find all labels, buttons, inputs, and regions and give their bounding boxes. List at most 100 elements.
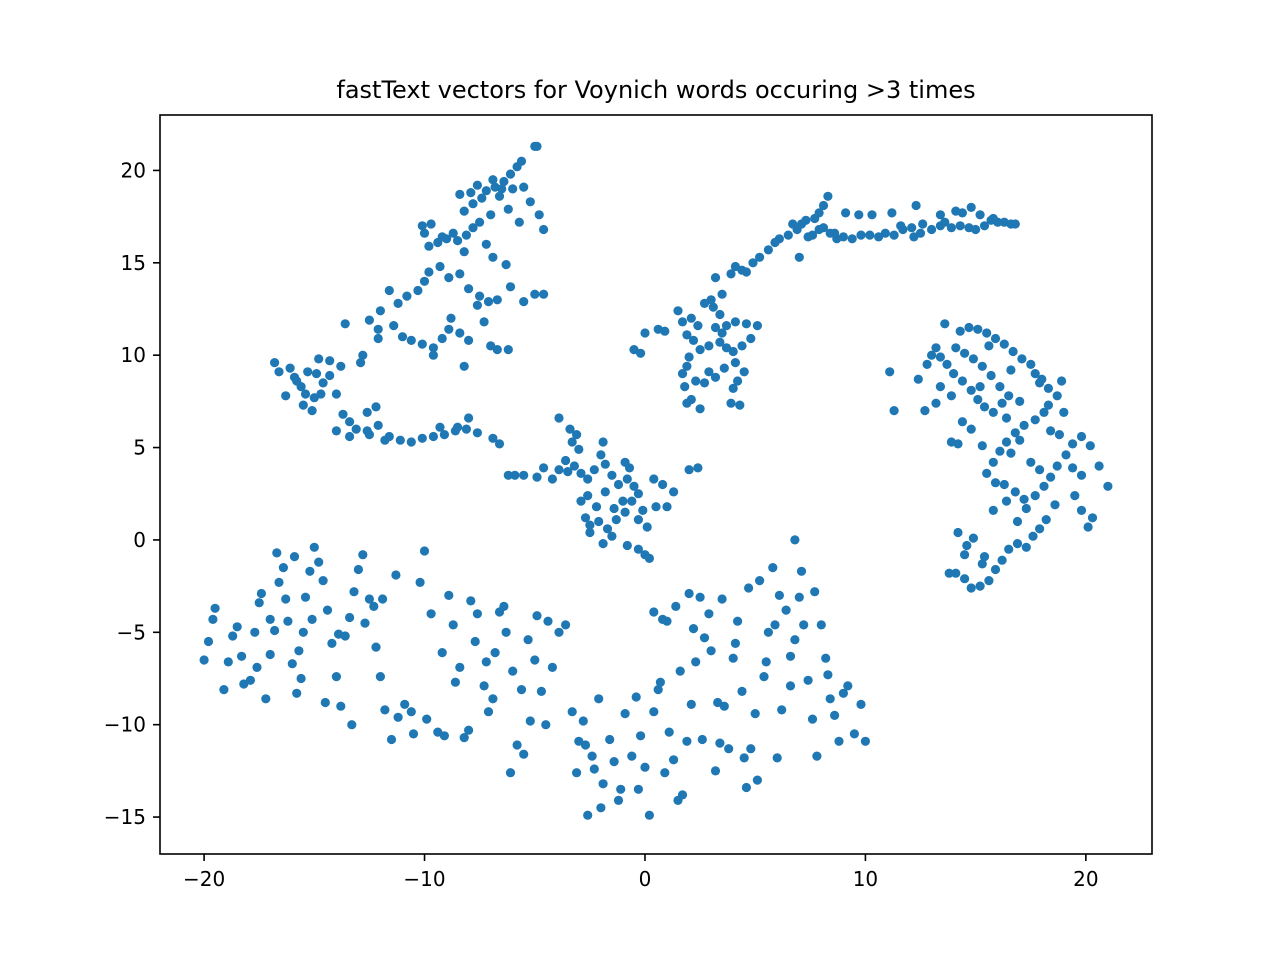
data-point bbox=[525, 197, 535, 207]
data-point bbox=[1010, 428, 1020, 438]
data-point bbox=[378, 594, 388, 604]
data-point bbox=[682, 736, 692, 746]
data-point bbox=[977, 361, 987, 371]
data-point bbox=[534, 210, 544, 220]
data-point bbox=[746, 744, 756, 754]
data-point bbox=[966, 424, 976, 434]
data-point bbox=[459, 361, 469, 371]
data-point bbox=[481, 657, 491, 667]
data-point bbox=[459, 247, 469, 257]
data-point bbox=[940, 217, 950, 227]
data-point bbox=[514, 217, 524, 227]
data-point bbox=[602, 524, 613, 534]
data-point bbox=[622, 540, 632, 551]
data-point bbox=[966, 202, 976, 212]
data-point bbox=[472, 609, 482, 619]
data-point bbox=[261, 694, 271, 704]
data-point bbox=[583, 474, 593, 484]
data-point bbox=[1057, 376, 1067, 386]
data-point bbox=[543, 616, 553, 626]
data-point bbox=[439, 731, 449, 741]
data-point bbox=[783, 230, 793, 240]
data-point bbox=[1004, 544, 1014, 554]
data-point bbox=[203, 636, 214, 647]
data-point bbox=[596, 803, 606, 813]
data-point bbox=[237, 651, 247, 661]
data-point bbox=[1010, 487, 1020, 497]
data-point bbox=[331, 672, 341, 682]
data-point bbox=[210, 603, 220, 613]
data-point bbox=[759, 672, 769, 682]
data-point bbox=[885, 367, 895, 377]
data-point bbox=[686, 313, 696, 323]
data-point bbox=[1083, 522, 1093, 532]
data-point bbox=[957, 376, 968, 386]
data-point bbox=[611, 515, 621, 525]
data-point bbox=[860, 736, 871, 746]
data-point bbox=[303, 367, 313, 377]
data-point bbox=[591, 502, 602, 512]
data-point bbox=[554, 465, 564, 475]
data-point bbox=[472, 300, 482, 310]
data-point bbox=[497, 184, 507, 194]
data-point bbox=[589, 465, 599, 475]
data-point bbox=[364, 594, 374, 604]
data-point bbox=[488, 694, 498, 704]
data-point bbox=[874, 232, 884, 242]
data-point bbox=[733, 376, 743, 386]
data-point bbox=[353, 564, 363, 575]
data-point bbox=[1026, 359, 1036, 369]
data-point bbox=[649, 607, 659, 617]
data-point bbox=[483, 297, 494, 307]
data-point bbox=[909, 232, 919, 242]
data-point bbox=[918, 219, 928, 229]
data-point bbox=[466, 188, 476, 198]
data-point bbox=[479, 681, 489, 691]
data-point bbox=[695, 592, 705, 602]
data-point bbox=[320, 697, 330, 708]
data-point bbox=[968, 354, 979, 364]
data-point bbox=[402, 291, 412, 301]
data-point bbox=[1001, 496, 1012, 506]
data-point bbox=[417, 221, 427, 231]
data-point bbox=[1026, 457, 1036, 467]
data-point bbox=[393, 712, 403, 722]
data-point bbox=[675, 666, 685, 676]
data-point bbox=[338, 409, 348, 419]
data-point bbox=[633, 544, 644, 554]
data-point bbox=[818, 223, 829, 233]
data-point bbox=[334, 629, 344, 639]
data-point bbox=[1021, 542, 1031, 552]
data-point bbox=[680, 382, 690, 392]
y-tick-label: 10 bbox=[121, 343, 146, 367]
data-point bbox=[245, 675, 255, 685]
data-point bbox=[477, 193, 487, 203]
data-point bbox=[488, 175, 498, 185]
data-point bbox=[856, 699, 866, 710]
data-point bbox=[622, 474, 632, 484]
data-point bbox=[977, 559, 987, 569]
data-point bbox=[561, 620, 571, 630]
chart-title: fastText vectors for Voynich words occur… bbox=[336, 76, 975, 104]
data-point bbox=[807, 714, 818, 724]
data-point bbox=[503, 470, 513, 480]
data-point bbox=[940, 319, 950, 329]
data-point bbox=[728, 653, 738, 663]
data-point bbox=[988, 457, 998, 467]
data-point bbox=[448, 228, 458, 238]
data-point bbox=[464, 284, 474, 294]
data-point bbox=[807, 230, 818, 240]
data-point bbox=[931, 343, 941, 353]
data-point bbox=[990, 478, 1001, 488]
data-point bbox=[265, 649, 275, 660]
data-point bbox=[395, 435, 405, 445]
data-point bbox=[386, 734, 397, 745]
data-point bbox=[640, 328, 650, 338]
data-point bbox=[532, 611, 542, 621]
data-point bbox=[406, 437, 416, 447]
data-point bbox=[453, 422, 463, 432]
data-point bbox=[391, 570, 401, 580]
data-point bbox=[966, 583, 976, 593]
data-point bbox=[419, 546, 430, 556]
data-point bbox=[664, 727, 674, 737]
